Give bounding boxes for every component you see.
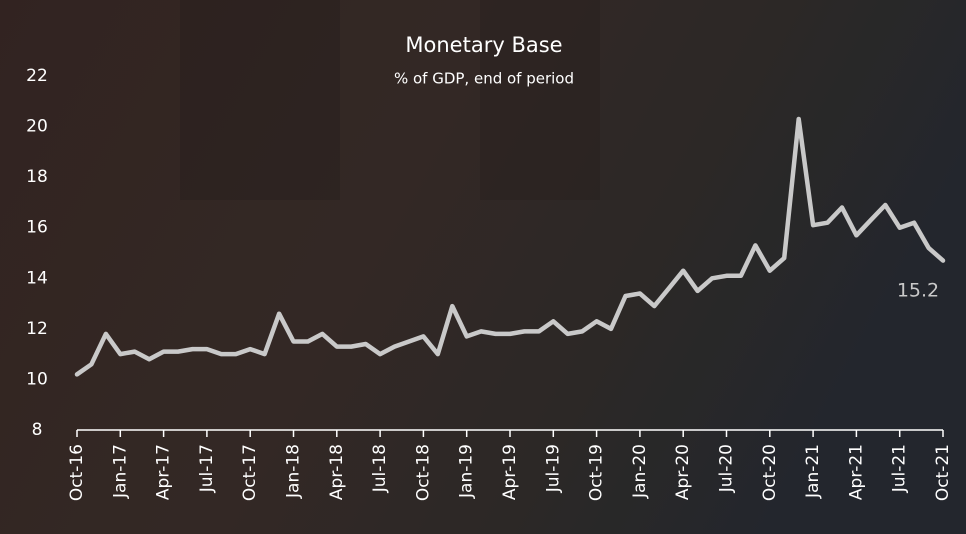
chart-subtitle: % of GDP, end of period: [394, 70, 574, 88]
x-tick-label: Apr-17: [154, 444, 174, 500]
x-tick-label: Oct-19: [587, 444, 607, 501]
x-tick-label: Jan-19: [457, 444, 477, 499]
x-tick-label: Jul-21: [890, 444, 910, 493]
background-window: [180, 0, 340, 200]
data-line: [74, 116, 946, 377]
x-tick-label: Oct-20: [760, 444, 780, 501]
x-tick-label: Apr-21: [846, 444, 866, 500]
background-window: [480, 0, 600, 200]
y-tick-label: 18: [26, 167, 48, 187]
x-tick-label: Jan-21: [803, 444, 823, 499]
x-tick-label: Oct-18: [413, 444, 433, 501]
x-tick-label: Jul-20: [717, 444, 737, 493]
y-tick-label: 14: [26, 268, 48, 288]
x-tick-label: Apr-18: [327, 444, 347, 500]
y-tick-label: 20: [26, 117, 48, 137]
x-tick-label: Jul-19: [543, 444, 563, 493]
y-tick-label: 10: [26, 369, 48, 389]
x-tick-label: Jul-18: [370, 444, 390, 493]
x-tick-label: Jan-17: [110, 444, 130, 499]
x-tick-label: Jan-20: [630, 444, 650, 499]
x-tick-label: Jan-18: [284, 444, 304, 499]
x-tick-label: Oct-16: [67, 444, 87, 501]
annotation: 15.2: [897, 280, 939, 302]
chart-title: Monetary Base: [405, 33, 562, 57]
x-tick-label: Jul-17: [197, 444, 217, 493]
x-tick-label: Apr-19: [500, 444, 520, 500]
x-tick-label: Oct-21: [933, 444, 953, 501]
y-tick-label: 8: [32, 420, 43, 440]
x-tick-label: Oct-17: [240, 444, 260, 501]
y-tick-label: 16: [26, 218, 48, 238]
x-tick-label: Apr-20: [673, 444, 693, 500]
y-tick-label: 12: [26, 319, 48, 339]
y-tick-label: 22: [26, 66, 48, 86]
